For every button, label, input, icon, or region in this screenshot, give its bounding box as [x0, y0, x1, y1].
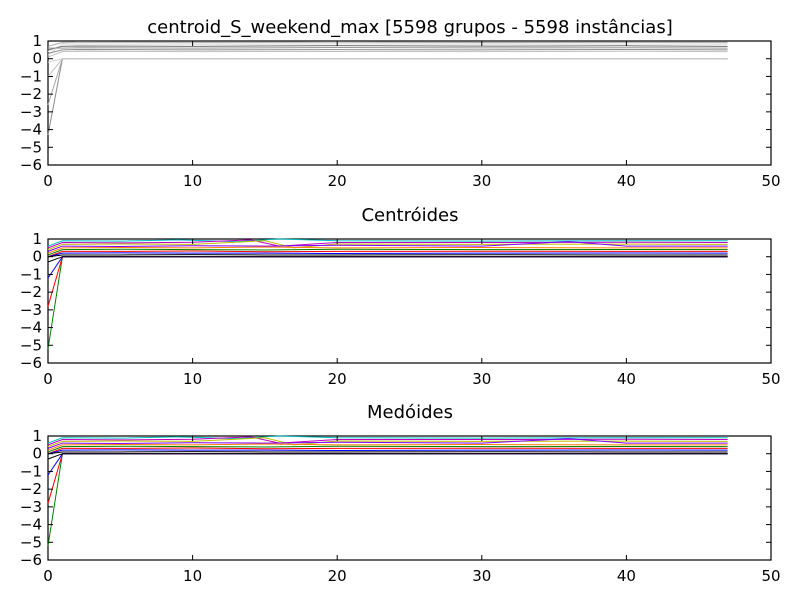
y-tick-label: −1 — [20, 67, 42, 85]
y-tick-label: 1 — [32, 427, 42, 445]
y-tick-label: −1 — [20, 265, 42, 283]
chart-title: Medóides — [367, 402, 453, 423]
series-line — [47, 449, 728, 455]
x-tick-label: 10 — [183, 370, 202, 388]
y-tick-label: −3 — [20, 301, 42, 319]
chart-panel-raw: centroid_S_weekend_max [5598 grupos - 55… — [20, 17, 781, 190]
series-line — [47, 250, 728, 258]
y-tick-label: 1 — [32, 230, 42, 248]
series-line — [47, 256, 728, 263]
y-tick-label: −2 — [20, 85, 42, 103]
x-tick-label: 0 — [43, 172, 53, 190]
y-tick-label: −5 — [20, 336, 42, 354]
x-tick-label: 40 — [617, 172, 636, 190]
series-line — [47, 49, 728, 54]
series-line — [47, 252, 728, 258]
y-tick-label: −1 — [20, 462, 42, 480]
y-tick-label: −3 — [20, 103, 42, 121]
plot-frame — [47, 238, 772, 364]
series-line — [48, 47, 728, 49]
y-tick-label: −5 — [20, 138, 42, 156]
x-tick-label: 30 — [472, 172, 491, 190]
series-line — [47, 445, 728, 453]
chart-title: Centróides — [361, 205, 458, 226]
chart-title: centroid_S_weekend_max [5598 grupos - 55… — [147, 17, 673, 38]
x-tick-label: 50 — [761, 370, 780, 388]
y-tick-label: −4 — [20, 319, 42, 337]
series-line — [47, 443, 728, 451]
plot-frame — [47, 435, 772, 561]
y-tick-label: −3 — [20, 498, 42, 516]
series-line — [47, 447, 728, 455]
series-line — [47, 42, 728, 56]
series-layer — [47, 435, 728, 546]
series-line — [47, 438, 728, 449]
y-tick-label: 0 — [32, 248, 42, 266]
plot-frame — [47, 40, 772, 166]
series-line — [47, 435, 728, 444]
y-tick-label: −6 — [20, 156, 42, 174]
y-tick-label: −6 — [20, 551, 42, 569]
y-tick-label: 0 — [32, 445, 42, 463]
x-tick-label: 20 — [328, 567, 347, 585]
y-tick-label: 1 — [32, 32, 42, 50]
series-line — [47, 248, 728, 256]
x-tick-label: 40 — [617, 370, 636, 388]
x-tick-label: 0 — [43, 567, 53, 585]
series-line — [47, 45, 728, 51]
series-line — [47, 238, 728, 247]
series-line — [47, 451, 728, 455]
y-tick-label: −4 — [20, 516, 42, 534]
x-tick-label: 10 — [183, 567, 202, 585]
series-line — [47, 254, 728, 258]
series-line — [47, 437, 728, 448]
y-tick-label: −6 — [20, 354, 42, 372]
x-tick-label: 50 — [761, 172, 780, 190]
x-tick-label: 50 — [761, 567, 780, 585]
x-tick-label: 30 — [472, 370, 491, 388]
series-layer — [47, 238, 728, 349]
series-line — [47, 41, 728, 47]
series-line — [47, 43, 728, 53]
series-line — [47, 240, 728, 251]
series-line — [47, 453, 728, 460]
y-tick-label: −5 — [20, 533, 42, 551]
series-line — [47, 246, 728, 254]
y-tick-label: −2 — [20, 480, 42, 498]
series-layer — [47, 41, 728, 135]
series-line — [47, 58, 728, 63]
x-tick-label: 20 — [328, 370, 347, 388]
y-tick-label: 0 — [32, 50, 42, 68]
x-tick-label: 0 — [43, 370, 53, 388]
x-tick-label: 10 — [183, 172, 202, 190]
x-tick-label: 40 — [617, 567, 636, 585]
series-line — [47, 241, 728, 252]
series-line — [47, 50, 728, 58]
y-tick-label: −2 — [20, 283, 42, 301]
x-tick-label: 20 — [328, 172, 347, 190]
x-tick-label: 30 — [472, 567, 491, 585]
y-tick-label: −4 — [20, 121, 42, 139]
